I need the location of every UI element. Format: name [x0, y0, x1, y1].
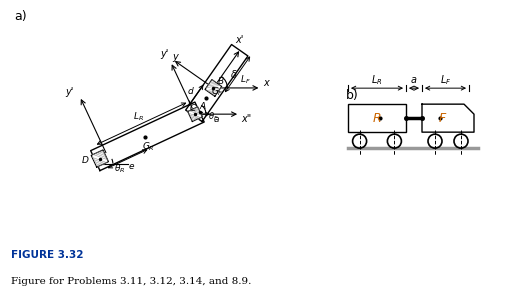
Text: x': x' [235, 35, 243, 45]
Text: y': y' [160, 49, 169, 59]
Text: $G_F$: $G_F$ [212, 86, 224, 98]
Text: $L_R$: $L_R$ [133, 110, 144, 123]
Text: a): a) [14, 10, 27, 23]
Polygon shape [205, 79, 222, 96]
Text: x": x" [241, 114, 251, 124]
Text: FIGURE 3.32: FIGURE 3.32 [11, 250, 84, 260]
Text: $\theta_F$: $\theta_F$ [208, 110, 219, 123]
Text: R: R [373, 112, 381, 125]
Text: $\theta_R$: $\theta_R$ [114, 162, 125, 175]
Text: e: e [128, 162, 134, 171]
Polygon shape [188, 107, 202, 122]
Text: $\delta$: $\delta$ [230, 68, 238, 80]
Polygon shape [422, 104, 474, 132]
Text: b): b) [346, 89, 359, 102]
Text: $G_R$: $G_R$ [142, 140, 155, 153]
Text: a: a [214, 115, 219, 124]
Bar [348, 104, 406, 132]
Text: Figure for Problems 3.11, 3.12, 3.14, and 8.9.: Figure for Problems 3.11, 3.12, 3.14, an… [11, 277, 252, 286]
Text: $L_F$: $L_F$ [240, 73, 250, 86]
Text: a: a [411, 75, 417, 85]
Text: A: A [199, 102, 205, 111]
Text: y: y [172, 52, 178, 61]
Polygon shape [185, 45, 248, 122]
Text: F: F [438, 112, 445, 125]
Text: $L_R$: $L_R$ [371, 73, 383, 87]
Polygon shape [91, 102, 204, 171]
Text: B: B [217, 77, 224, 86]
Text: C: C [190, 104, 196, 113]
Text: y': y' [66, 87, 74, 97]
Polygon shape [91, 150, 108, 167]
Text: D: D [82, 155, 89, 164]
Text: x: x [263, 78, 269, 88]
Text: d: d [188, 87, 193, 96]
Text: $L_F$: $L_F$ [440, 73, 451, 87]
